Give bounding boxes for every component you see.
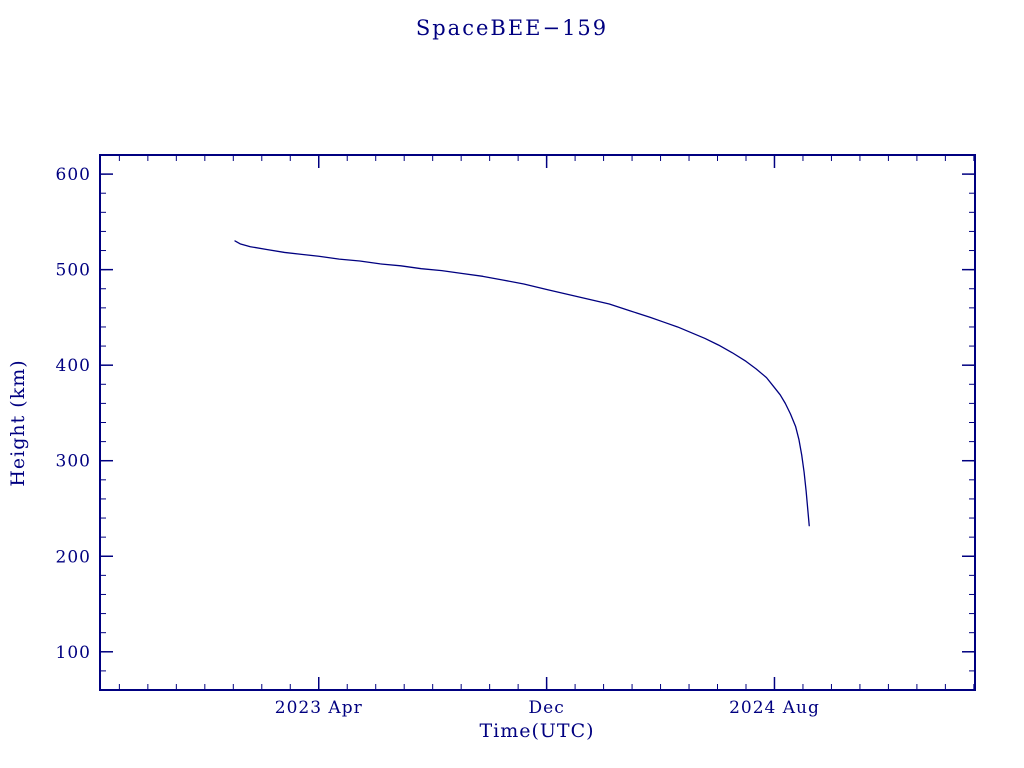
y-tick-label: 300 <box>56 452 91 472</box>
y-tick-label: 500 <box>56 261 91 281</box>
y-tick-label: 200 <box>56 547 91 567</box>
x-axis-label: Time(UTC) <box>479 720 595 742</box>
y-tick-label: 100 <box>56 643 91 663</box>
y-tick-label: 600 <box>56 165 91 185</box>
decay-curve <box>234 240 810 527</box>
x-tick-label: 2023 Apr <box>275 698 363 718</box>
x-tick-label: 2024 Aug <box>729 698 820 718</box>
chart-title: SpaceBEE−159 <box>415 16 609 40</box>
y-tick-label: 400 <box>56 356 91 376</box>
x-tick-label: Dec <box>529 698 565 718</box>
plot-frame <box>99 154 976 691</box>
